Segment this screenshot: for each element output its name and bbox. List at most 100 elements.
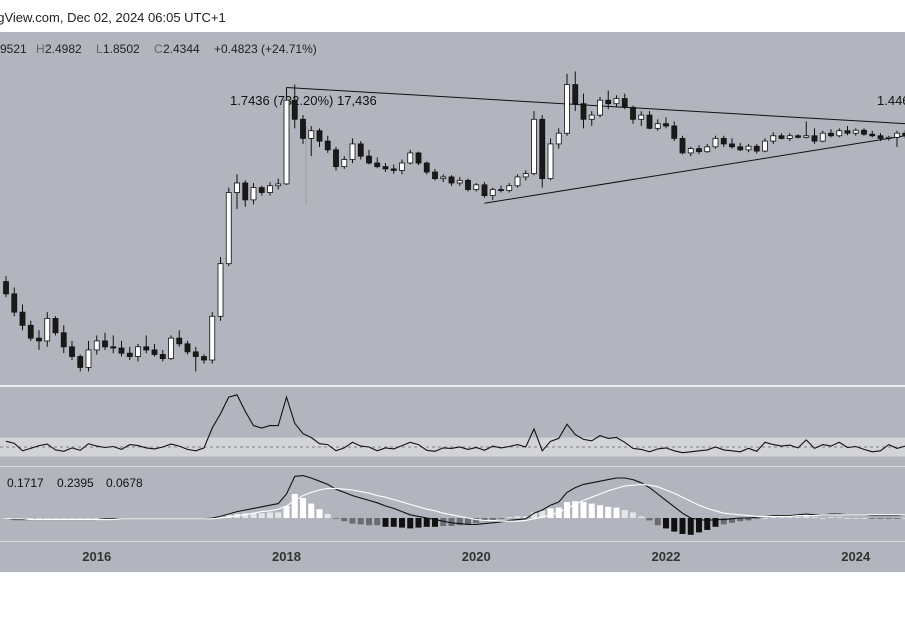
candle-body [433,172,438,179]
candle-body [713,138,718,146]
macd-histogram-bar [820,518,826,519]
candle-body [226,193,231,264]
candle [284,88,289,185]
candle-body [886,137,891,138]
macd-histogram-bar [597,505,603,518]
macd-histogram-bar [383,518,389,527]
macd-histogram-bar [622,510,628,518]
candle-body [466,180,471,189]
macd-histogram-bar [770,517,776,518]
source-date-text: ngView.com, Dec 02, 2024 06:05 UTC+1 [0,10,226,25]
macd-histogram-bar [267,512,273,518]
candle-body [45,318,50,340]
candle-body [350,144,355,160]
macd-histogram-bar [894,518,900,519]
candle-body [631,107,636,119]
candle-body [606,100,611,103]
macd-histogram-bar [754,518,760,519]
macd-histogram-bar [655,518,661,525]
candle-body [490,190,495,196]
macd-histogram-bar [614,508,620,518]
candle-body [829,133,834,136]
ohlc-low-label: L [96,42,103,56]
macd-histogram-bar [77,518,83,519]
candle-body [400,163,405,170]
candle [334,147,339,171]
candle-body [589,115,594,119]
candle-body [622,99,627,108]
candle-body [672,126,677,138]
candle-body [416,153,421,163]
candle [548,138,553,180]
ohlc-high-value: 2.4982 [45,42,82,56]
candle [482,182,487,198]
macd-histogram-bar [259,513,265,518]
candle-body [78,357,83,368]
candle-body [565,85,570,134]
candle-body [820,133,825,141]
ohlc-readout: 9521 H 2.4982 L 1.8502 C 2.4344 +0.4823 … [0,42,317,56]
candle [466,179,471,192]
candle-body [268,186,273,193]
macd-value-b: 0.2395 [57,476,94,490]
candle-body [218,264,223,317]
candle-body [573,85,578,104]
candle [53,316,58,335]
candle-body [20,312,25,325]
ohlc-open-value: 9521 [0,42,27,56]
candle-body [548,144,553,179]
candle-body [424,163,429,172]
candle-body [499,190,504,191]
macd-value-a: 0.1717 [7,476,44,490]
candle-body [37,338,42,341]
right-annotation: 1.446 [877,93,905,108]
candle-body [680,138,685,153]
candle-body [697,149,702,152]
macd-histogram-bar [886,518,892,519]
macd-histogram-bar [341,518,347,521]
candle-body [515,177,520,186]
candle-body [12,294,17,312]
candle-body [523,174,528,177]
candle-body [309,131,314,139]
ohlc-close-value: 2.4344 [163,42,200,56]
candle-body [655,124,660,129]
candle [680,136,685,154]
candle-body [103,341,108,347]
candle-body [177,338,182,344]
macd-histogram-bar [548,508,554,518]
macd-histogram-bar [589,504,595,518]
x-tick-label: 2024 [841,549,871,564]
candle-body [169,338,174,358]
macd-histogram-bar [803,516,809,518]
macd-histogram-bar [647,518,653,520]
macd-histogram-bar [812,517,818,518]
candle [540,115,545,187]
candle [532,111,537,175]
candle-body [94,341,99,350]
candle-body [276,184,281,186]
candle-body [614,99,619,104]
candle-body [259,188,264,193]
candle-body [144,347,149,350]
macd-histogram-bar [581,502,587,518]
macd-histogram-bar [308,504,314,518]
candle-body [53,318,58,332]
macd-histogram-bar [407,518,413,528]
candle [598,97,603,117]
candle-body [721,138,726,144]
macd-histogram-bar [779,517,785,518]
candle-body [845,131,850,133]
macd-histogram-bar [424,518,430,527]
macd-histogram-bar [28,518,34,519]
candle-body [391,169,396,171]
candle [169,335,174,360]
macd-histogram-bar [869,518,875,519]
x-tick-label: 2016 [82,549,111,564]
macd-histogram-bar [325,514,331,518]
macd-histogram-bar [828,517,834,518]
macd-histogram-bar [292,494,298,518]
candle [218,257,223,321]
